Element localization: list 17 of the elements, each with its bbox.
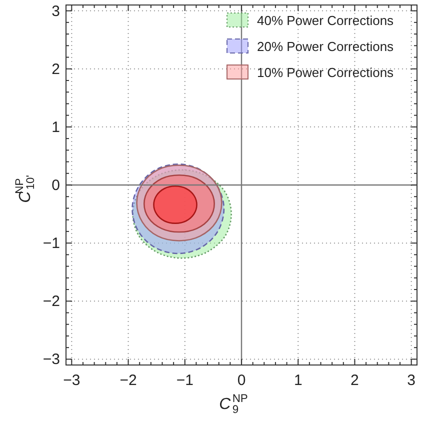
y-tick-label: 0 <box>52 177 60 194</box>
x-tick-label: 1 <box>294 372 302 389</box>
y-tick-label: −2 <box>42 293 60 310</box>
x-tick-label: −3 <box>63 372 80 389</box>
x-tick-label: 0 <box>237 372 246 389</box>
y-tick-label: 3 <box>52 2 60 20</box>
x-tick-label: −2 <box>120 372 137 389</box>
legend-label: 40% Power Corrections <box>257 13 394 28</box>
legend-label: 20% Power Corrections <box>257 39 394 54</box>
y-tick-label: 1 <box>52 118 60 136</box>
legend-label: 10% Power Corrections <box>257 65 394 80</box>
y-tick-label: −3 <box>42 351 60 368</box>
y-tick-label: 2 <box>52 60 60 78</box>
x-tick-label: 3 <box>407 372 416 389</box>
x-tick-label: 2 <box>350 372 359 389</box>
y-tick-label: −1 <box>42 235 60 252</box>
x-tick-label: −1 <box>176 372 194 389</box>
